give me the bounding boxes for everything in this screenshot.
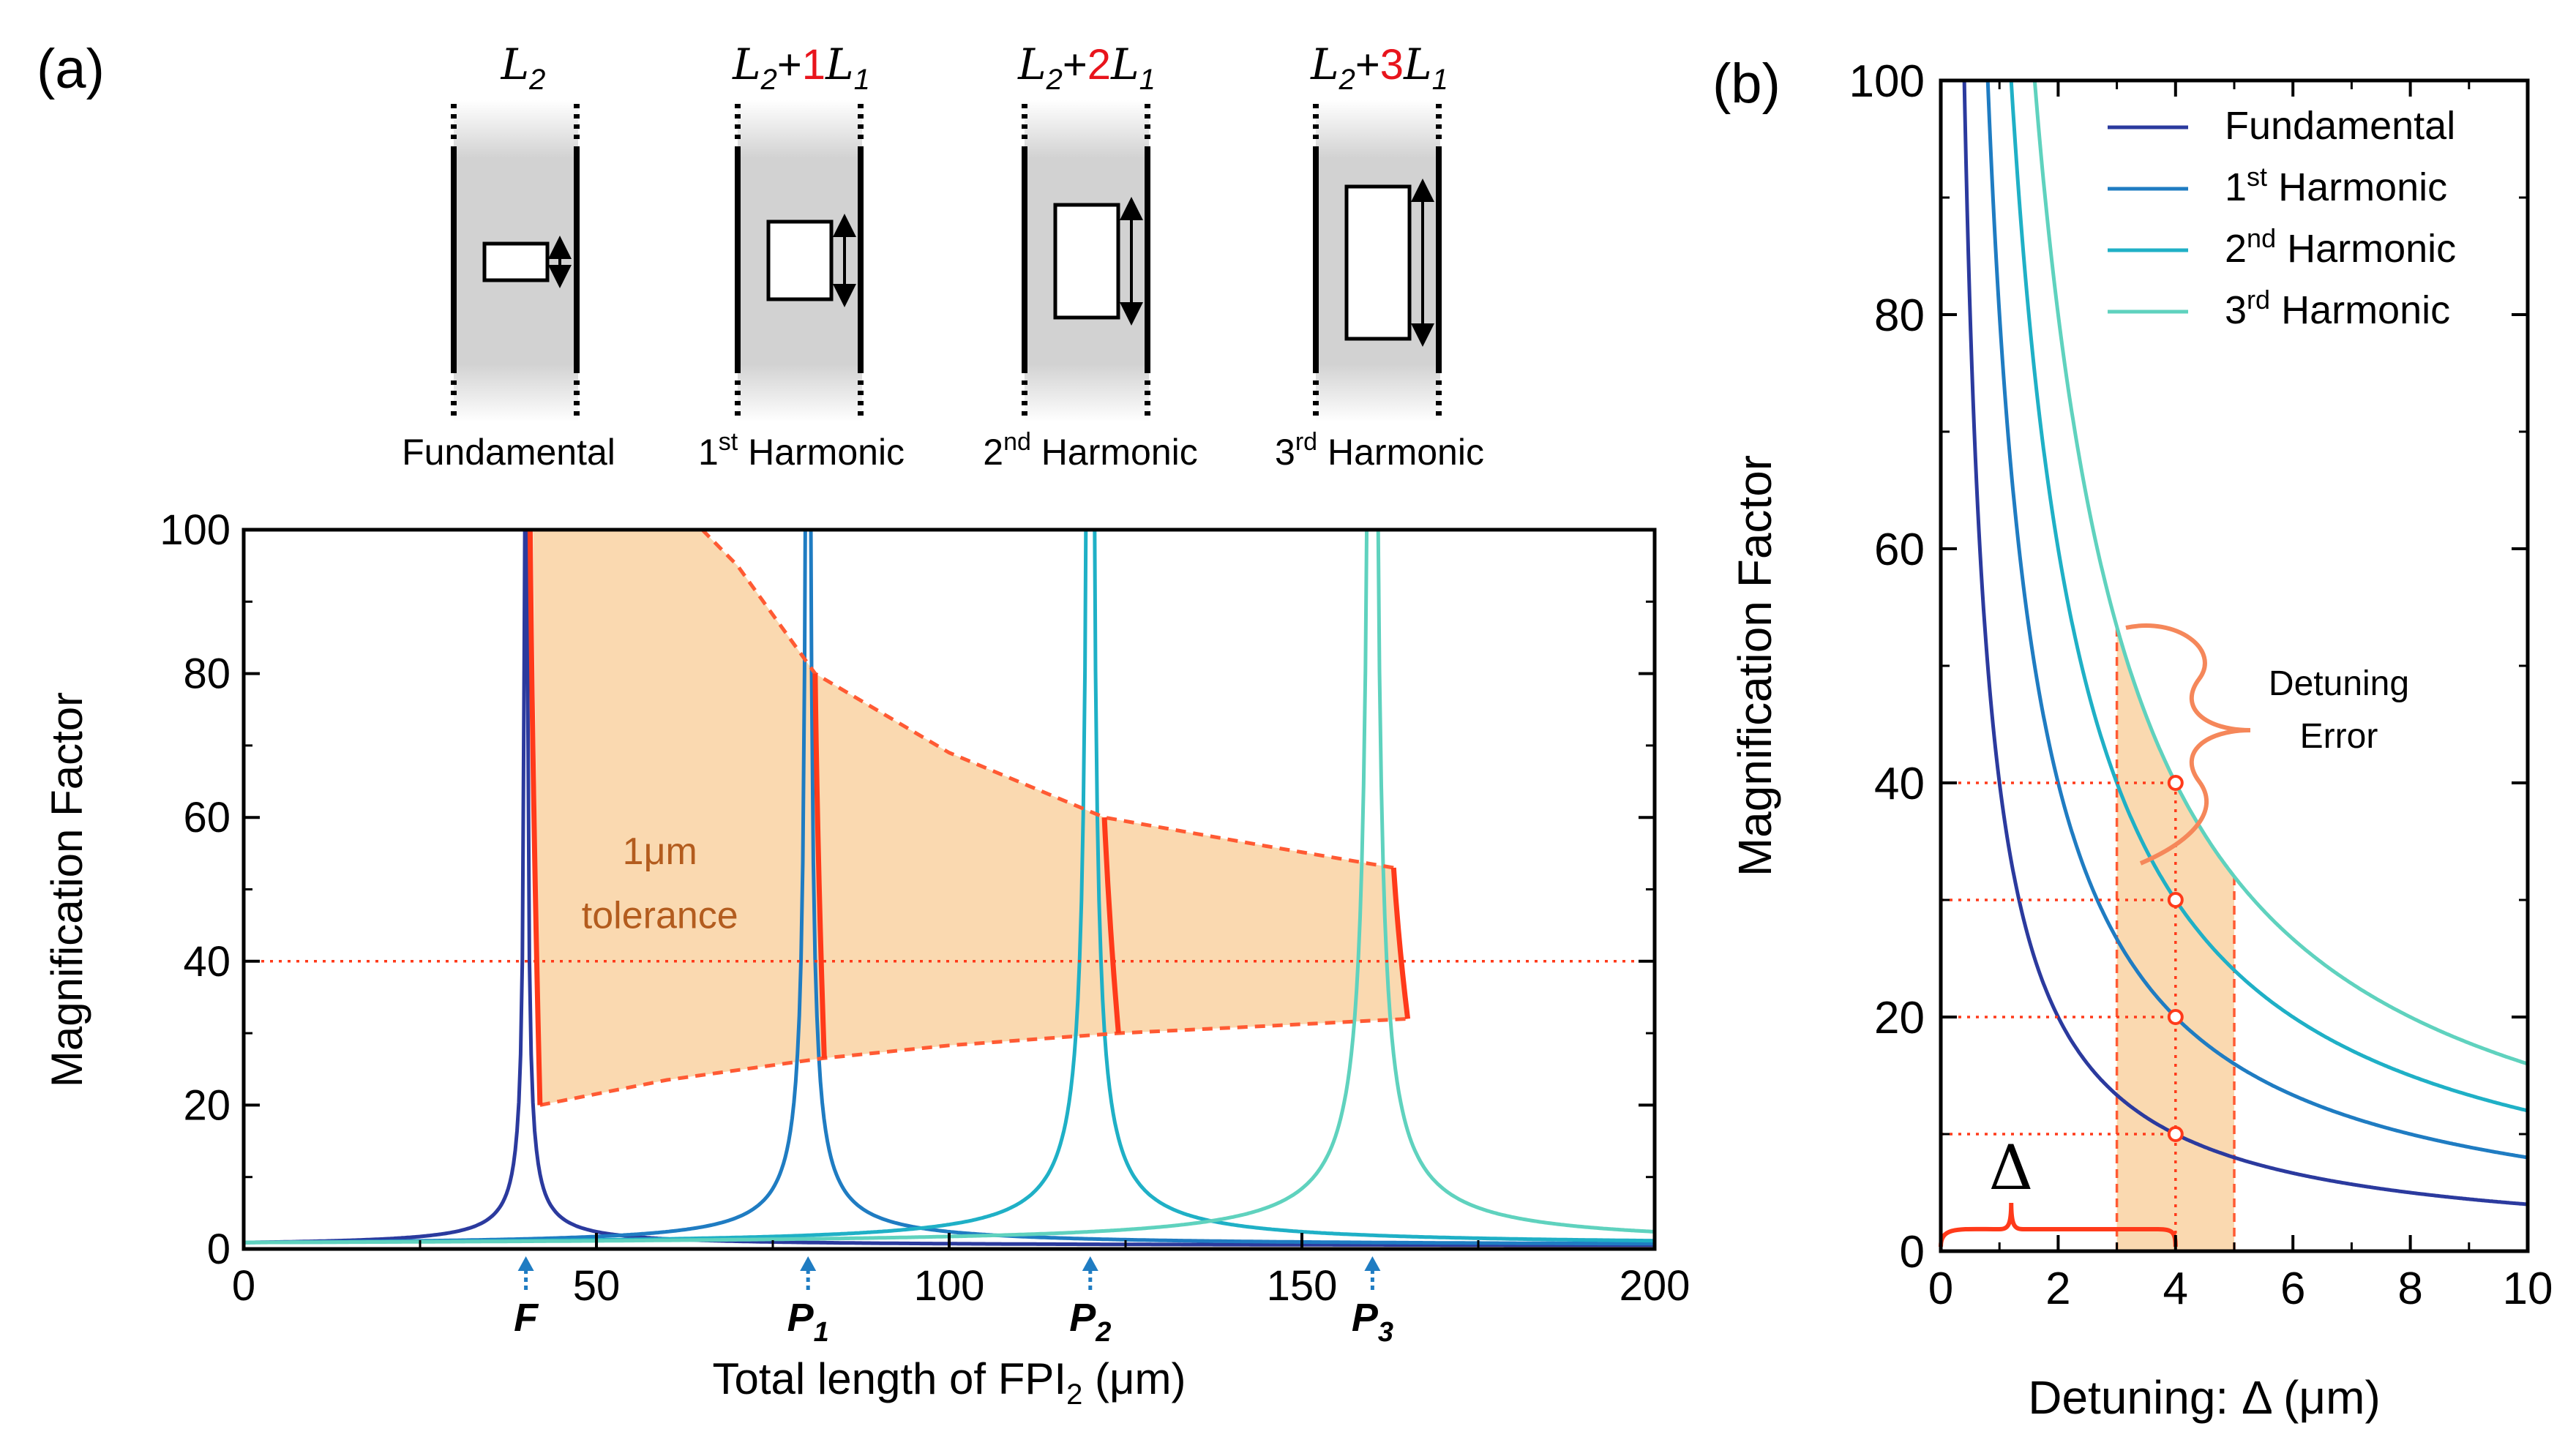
tolerance-segment-2 [1101,817,1121,1034]
y-tick-label: 60 [1874,525,1925,575]
tolerance-lower-boundary [539,1016,1408,1107]
y-tick-label: 20 [183,1081,231,1129]
schematic-caption: Fundamental [402,432,615,473]
y-tick-label: 0 [207,1226,231,1273]
peak-arrow-head [1364,1256,1381,1271]
detuning-error-brace [2125,623,2251,866]
marker-point [2167,775,2184,791]
y-tick-label: 40 [183,938,231,986]
schematic-title: L2+3L1 [1310,40,1448,96]
marker-point [2167,1126,2184,1142]
cavity-block [1053,203,1120,320]
y-axis-label: Magnification Factor [1729,455,1781,877]
y-tick-label: 80 [183,650,231,698]
x-tick-label: 100 [914,1262,985,1310]
legend-label: 3rd Harmonic [2225,285,2450,332]
y-tick-label: 20 [1874,993,1925,1043]
x-tick-label: 50 [573,1262,621,1310]
y-axis-label: Magnification Factor [42,692,91,1087]
legend-label: 1st Harmonic [2225,162,2447,209]
tolerance-label-line2: tolerance [582,894,738,937]
peak-label: P3 [1352,1296,1393,1348]
schematic-title: L2 [501,40,546,96]
y-tick-label: 60 [183,794,231,841]
cavity-block [482,241,550,282]
x-tick-label: 200 [1620,1262,1690,1310]
x-tick-label: 2 [2045,1264,2070,1314]
schematic-title: L2+1L1 [732,40,870,96]
y-tick-label: 100 [160,506,231,554]
x-axis-label: Detuning: Δ (μm) [2028,1371,2381,1424]
schematic-harmonic-2: L2+2L1 2nd Harmonic [983,40,1198,473]
legend-label: 2nd Harmonic [2225,223,2456,271]
peak-label: P1 [787,1296,829,1348]
delta-label: Δ [1989,1132,2034,1204]
schematic-fundamental: L2 Fundamental [402,40,615,473]
peak-label: P2 [1069,1296,1111,1348]
chart-a: 0 50 100 150 200 0 20 40 60 80 100 1μm tolerance F… [42,506,1690,1411]
legend-label: Fundamental [2225,104,2455,148]
detuning-band [2116,626,2234,1251]
legend: Fundamental 1st Harmonic 2nd Harmonic 3rd H… [2108,104,2456,332]
marker-point [2167,892,2184,908]
x-tick-label: 10 [2503,1264,2553,1314]
x-tick-label: 4 [2163,1264,2188,1314]
panel-label-b: (b) [1712,53,1781,115]
schematic-harmonic-1: L2+1L1 1st Harmonic [698,40,905,473]
peak-label: F [514,1296,539,1340]
tolerance-label-line1: 1μm [623,830,697,873]
peak-arrow-head [517,1256,534,1271]
y-tick-label: 0 [1900,1227,1925,1277]
schematic-title: L2+2L1 [1017,40,1156,96]
schematic-caption: 2nd Harmonic [983,428,1198,473]
y-tick-label: 40 [1874,759,1925,809]
peak-arrow-head [1082,1256,1098,1271]
y-tick-label: 80 [1874,290,1925,341]
tolerance-upper-boundary [700,530,1394,870]
tolerance-segment-3 [1390,867,1411,1019]
peak-arrow-head [800,1256,817,1271]
tolerance-segment-0 [527,530,543,1106]
curve-3rd-harmonic [2032,80,2528,1066]
panel-label-a: (a) [37,38,105,100]
y-tick-label: 100 [1849,56,1925,107]
x-axis-label: Total length of FPI2 (μm) [712,1354,1186,1411]
curve-fundamental [1962,80,2528,1207]
x-tick-label: 0 [232,1262,255,1310]
schematic-caption: 1st Harmonic [698,428,905,473]
cavity-block [1344,184,1412,341]
x-tick-label: 0 [1928,1264,1953,1314]
curve-1st-harmonic [1985,80,2528,1160]
x-tick-label: 6 [2280,1264,2305,1314]
tolerance-segment-1 [812,673,827,1059]
x-tick-label: 150 [1267,1262,1338,1310]
curve-2nd-harmonic [2009,80,2528,1113]
schematic-harmonic-3: L2+3L1 3rd Harmonic [1275,40,1484,473]
tolerance-region [533,530,1408,1106]
delta-brace [1939,1202,2178,1247]
detuning-annotation-line2: Error [2300,717,2378,756]
schematic-caption: 3rd Harmonic [1275,428,1484,473]
marker-point [2167,1009,2184,1025]
x-tick-label: 8 [2397,1264,2422,1314]
cavity-block [766,220,834,301]
detuning-annotation-line1: Detuning [2269,664,2409,703]
